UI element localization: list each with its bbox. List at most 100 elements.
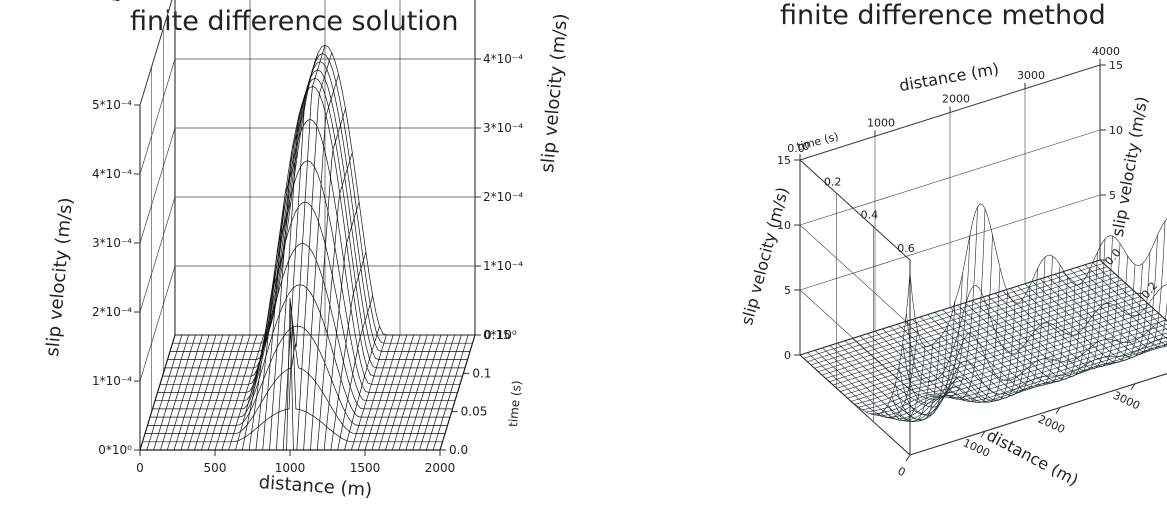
x-tick-label: 2000: [1036, 413, 1067, 437]
surface-line: [1054, 221, 1166, 353]
surface-line: [1032, 263, 1143, 361]
surface-line: [378, 334, 414, 451]
surface-line: [874, 208, 986, 400]
surface-line: [296, 52, 333, 451]
surface-line: [160, 118, 460, 385]
surface-line: [316, 152, 353, 451]
surface-line: [160, 334, 196, 451]
surface-line: [398, 334, 435, 451]
x-axis-label: distance (m): [258, 472, 373, 501]
y-tick-label: 0.05: [461, 405, 488, 419]
surface-line: [927, 268, 1038, 393]
z-axis-label: slip velocity (m/s): [42, 197, 77, 358]
z-axis-label: slip velocity (m/s): [1108, 95, 1151, 238]
surface-line: [187, 334, 224, 451]
surface-line: [822, 344, 933, 423]
surface-line: [867, 206, 978, 398]
surface-line: [180, 334, 217, 451]
chart-left: finite difference solution 0*10⁰ 0*10⁰ 1*1…: [42, 0, 572, 501]
surface-line: [934, 257, 1046, 391]
z-tick-label: 4*10⁻⁴: [92, 167, 132, 181]
surface-line: [1069, 269, 1167, 348]
y-tick-label: 0.4: [861, 209, 879, 222]
tick-mark: [1055, 407, 1061, 414]
x-tick-label: 1000: [275, 461, 306, 475]
surface-line: [987, 251, 1098, 374]
surface-line: [799, 272, 911, 415]
surface-line: [235, 326, 271, 451]
z-tick-label: 0: [784, 349, 791, 362]
surface-line: [255, 202, 292, 451]
x-tick-label: 3000: [1111, 389, 1142, 413]
surface-line: [1047, 235, 1158, 356]
z-tick-label: 5*10⁻⁴: [92, 98, 132, 112]
surface-line: [419, 334, 455, 451]
surface-line: [957, 276, 1068, 384]
surface-line: [337, 295, 374, 451]
surface-line: [364, 334, 401, 451]
surface-line: [1077, 266, 1167, 346]
surface-line: [194, 334, 230, 451]
z-tick-label: 15: [1109, 59, 1123, 72]
surface-line: [201, 334, 237, 451]
surface-line: [214, 334, 251, 451]
z-axis-label: slip velocity (m/s): [537, 13, 572, 174]
x-tick-label: 1500: [350, 461, 381, 475]
z-axis-label: slip velocity (m/s): [737, 185, 792, 327]
surface-line: [859, 234, 971, 398]
surface-line: [323, 201, 360, 451]
gridline: [799, 224, 911, 326]
surface-line: [303, 74, 339, 451]
z-tick-label: 15: [777, 154, 791, 167]
x-tick-label: 0: [803, 140, 810, 153]
surface-line: [882, 234, 993, 402]
x-tick-label: 0: [896, 464, 908, 479]
surface-line: [371, 334, 408, 451]
z-tick-label: 2*10⁻⁴: [92, 305, 132, 319]
x-tick-label: 1000: [867, 116, 895, 129]
surface-line: [139, 334, 176, 451]
chart-title: finite difference solution: [130, 6, 459, 37]
tick-mark: [1130, 383, 1136, 391]
surface-line: [282, 52, 319, 451]
surface-line: [1099, 259, 1167, 322]
y-tick-label: 0.1: [472, 366, 491, 380]
surface-line: [432, 334, 469, 451]
z-tick-label: 1*10⁻⁴: [483, 259, 523, 273]
surface-line: [221, 334, 258, 451]
surface-line: [162, 85, 463, 377]
surface-line: [330, 251, 367, 451]
tick-mark: [905, 454, 911, 462]
y-tick-label: 0.2: [824, 175, 842, 188]
x-tick-label: 4000: [1092, 45, 1120, 58]
y-axis-label: time (s): [506, 380, 524, 428]
gridline: [799, 289, 911, 391]
z-tick-label: 4*10⁻⁴: [483, 52, 523, 66]
surface-line: [147, 325, 448, 426]
x-tick-label: 0: [136, 461, 144, 475]
surface-line: [426, 334, 462, 451]
surface-plot-left: 0*10⁰ 0*10⁰ 1*10⁻⁴ 1*10⁻⁴ 2*10⁻⁴ 2*10⁻⁴ 3*10⁻⁴…: [42, 0, 572, 501]
surface-line: [1017, 255, 1128, 365]
surface-line: [289, 45, 326, 347]
surface-line: [814, 346, 926, 421]
surface-line: [1062, 271, 1167, 350]
surface-line: [837, 325, 948, 416]
z-tick-label: 5: [784, 284, 791, 297]
z-tick-label: 10: [777, 219, 791, 232]
surface-line: [949, 264, 1061, 386]
gridline: [139, 265, 176, 382]
z-tick-label: 10: [1109, 124, 1123, 137]
surface-line: [207, 334, 244, 451]
surface-line: [942, 256, 1053, 388]
x-tick-label: 3000: [1017, 69, 1045, 82]
surface-line: [166, 334, 203, 451]
z-tick-label: 3*10⁻⁴: [92, 236, 132, 250]
surface-line: [1092, 262, 1167, 331]
axis-line: [139, 0, 173, 106]
surface-line: [344, 326, 380, 451]
surface-line: [391, 334, 428, 451]
surface-line: [262, 152, 299, 451]
z-tick-label: 5: [1109, 189, 1116, 202]
surface-line: [1084, 264, 1167, 340]
